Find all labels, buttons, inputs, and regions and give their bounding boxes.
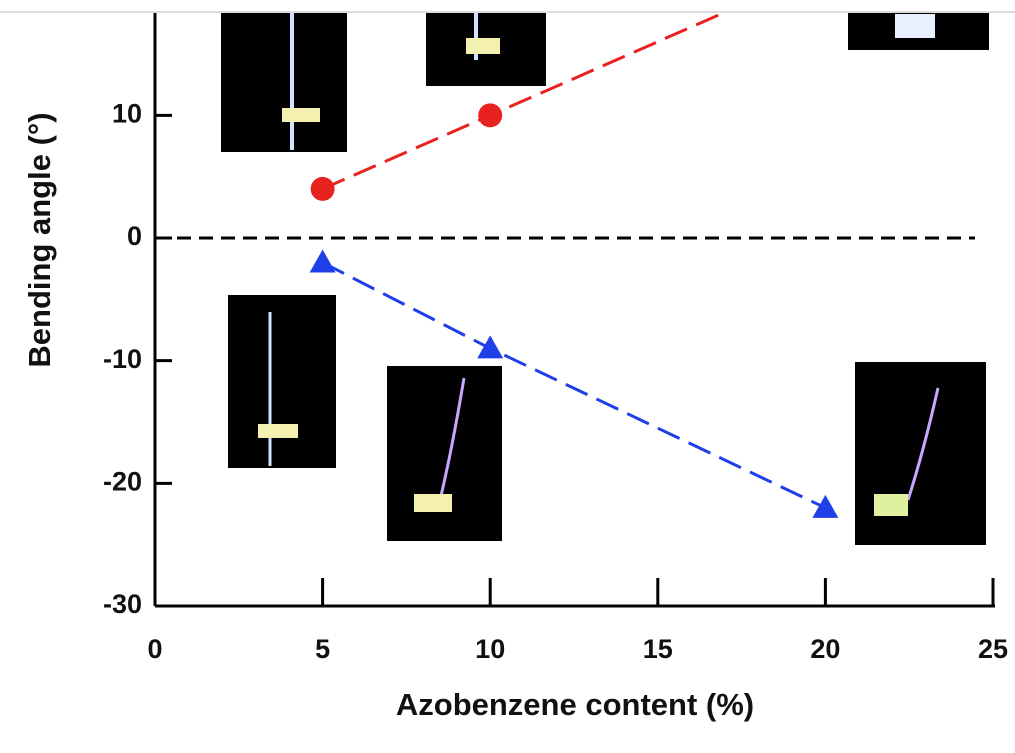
header-bar <box>0 0 1015 12</box>
x-tick-label: 15 <box>643 634 673 664</box>
x-tick-label: 20 <box>810 634 840 664</box>
x-tick-label: 10 <box>475 634 505 664</box>
y-tick-label: 0 <box>127 221 142 251</box>
x-tick-label: 0 <box>147 634 162 664</box>
point <box>311 177 335 201</box>
point <box>310 250 336 273</box>
chart: Azobenzene content (%) Bending angle (°)… <box>0 0 1015 753</box>
point <box>812 495 838 518</box>
series-line <box>323 0 826 189</box>
y-tick-label: -20 <box>103 466 142 496</box>
y-axis-label: Bending angle (°) <box>22 112 57 367</box>
y-tick-label: 10 <box>112 98 142 128</box>
point <box>477 335 503 358</box>
point <box>478 103 502 127</box>
x-tick-label: 25 <box>978 634 1008 664</box>
x-axis-label: Azobenzene content (%) <box>396 687 754 722</box>
y-tick-label: -10 <box>103 344 142 374</box>
inset-images <box>221 12 989 545</box>
y-tick-label: -30 <box>103 589 142 619</box>
x-tick-label: 5 <box>315 634 330 664</box>
